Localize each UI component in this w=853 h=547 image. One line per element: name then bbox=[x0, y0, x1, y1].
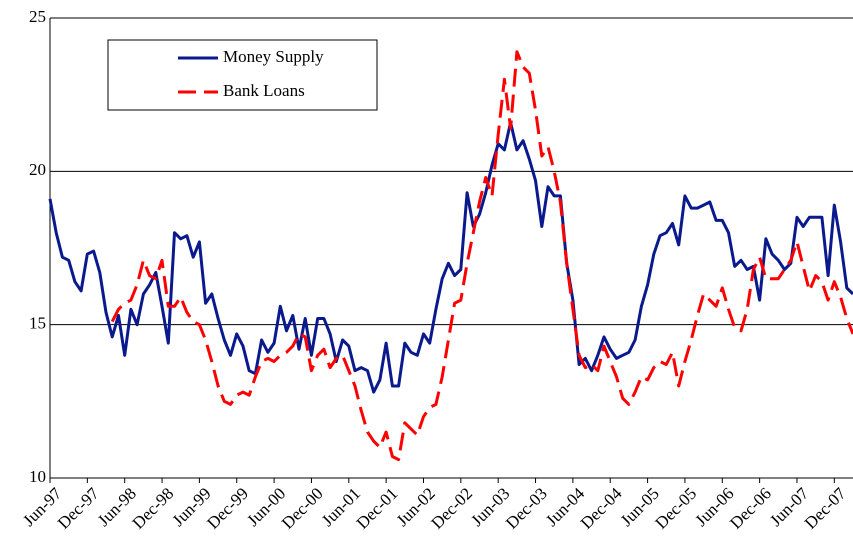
y-tick-label: 10 bbox=[29, 467, 46, 486]
x-tick-label: Dec-05 bbox=[651, 484, 700, 533]
series-line bbox=[110, 50, 853, 462]
x-tick-label: Dec-04 bbox=[577, 484, 626, 533]
x-tick-label: Dec-03 bbox=[502, 484, 551, 533]
x-tick-label: Dec-99 bbox=[203, 484, 252, 533]
x-tick-label: Dec-07 bbox=[801, 484, 850, 533]
legend-box bbox=[107, 39, 378, 111]
x-tick-label: Dec-06 bbox=[726, 484, 775, 533]
x-tick-label: Dec-02 bbox=[427, 484, 476, 533]
x-tick-label: Dec-01 bbox=[353, 484, 402, 533]
y-tick-label: 25 bbox=[29, 7, 46, 26]
x-tick-label: Dec-97 bbox=[54, 484, 103, 533]
x-tick-label: Dec-98 bbox=[129, 484, 178, 533]
x-tick-label: Dec-00 bbox=[278, 484, 327, 533]
y-tick-label: 20 bbox=[29, 160, 46, 179]
y-tick-label: 15 bbox=[29, 314, 46, 333]
legend-label: Money Supply bbox=[223, 47, 324, 66]
series-line bbox=[48, 120, 853, 394]
legend-label: Bank Loans bbox=[223, 81, 305, 100]
